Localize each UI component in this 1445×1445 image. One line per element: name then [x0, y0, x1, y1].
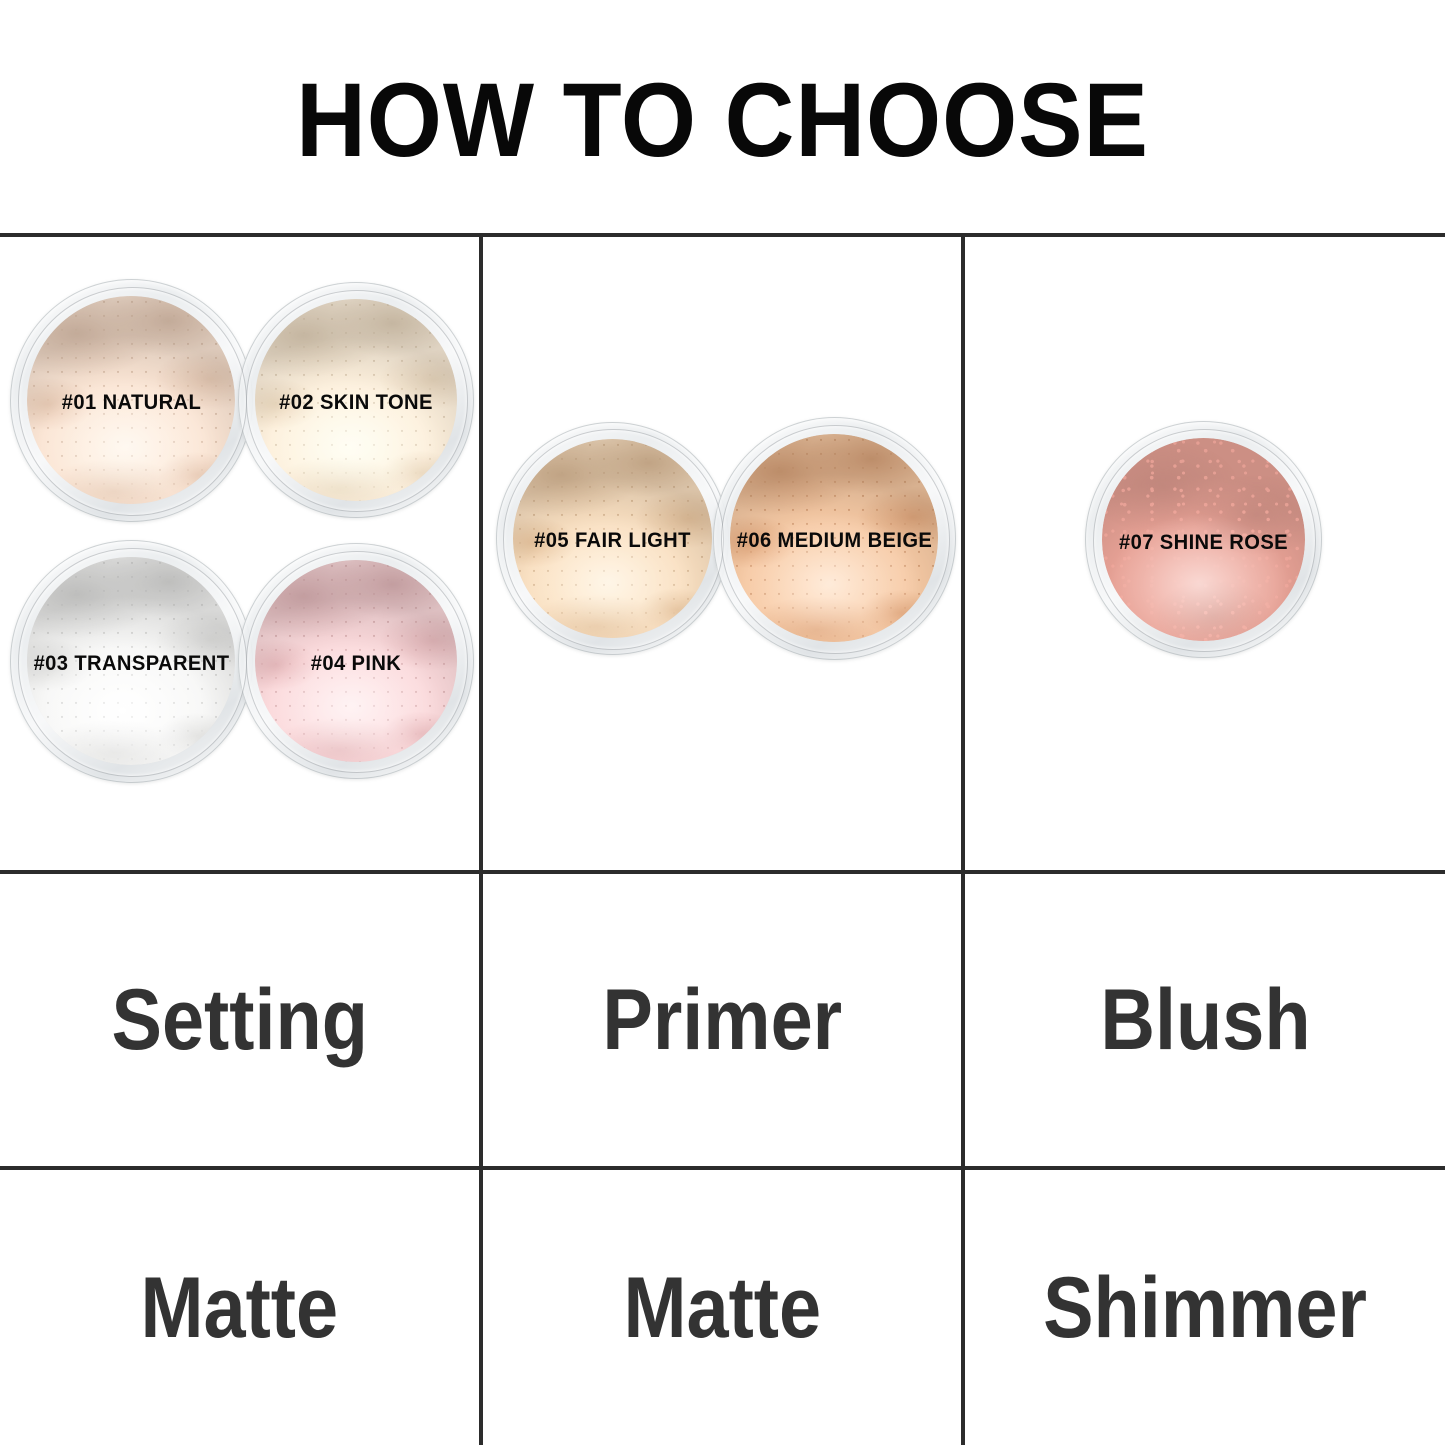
jar-label-05: #05 FAIR LIGHT: [534, 529, 691, 553]
grid-line-vertical-right: [961, 233, 965, 1445]
jar-label-01: #01 NATURAL: [61, 390, 202, 414]
jar-label-02: #02 SKIN TONE: [279, 390, 433, 414]
grid-line-horizontal-middle: [0, 870, 1445, 874]
powder-jar-05-fair-light[interactable]: #05 FAIR LIGHT: [496, 422, 729, 655]
powder-jar-07-shine-rose[interactable]: #07 SHINE ROSE: [1085, 421, 1322, 658]
category-cell-blush: Blush: [965, 874, 1445, 1166]
jar-group-blush: #07 SHINE ROSE: [965, 237, 1445, 870]
finish-cell-blush: Shimmer: [965, 1170, 1445, 1445]
grid-line-vertical-left: [479, 233, 483, 1445]
finish-label-blush: Shimmer: [1043, 1259, 1367, 1356]
category-label-blush: Blush: [1099, 972, 1311, 1068]
grid-line-horizontal-top: [0, 233, 1445, 237]
category-cell-primer: Primer: [483, 874, 961, 1166]
jar-label-07: #07 SHINE ROSE: [1119, 531, 1288, 555]
powder-jar-02-skin-tone[interactable]: #02 SKIN TONE: [238, 282, 474, 518]
category-label-primer: Primer: [602, 972, 842, 1068]
finish-label-setting: Matte: [140, 1259, 339, 1356]
grid-line-horizontal-bottom: [0, 1166, 1445, 1170]
title-band: HOW TO CHOOSE: [0, 0, 1445, 235]
powder-jar-04-pink[interactable]: #04 PINK: [238, 543, 474, 779]
jar-label-06: #06 MEDIUM BEIGE: [736, 528, 933, 552]
jar-group-primer: #05 FAIR LIGHT #06 MEDIUM BEIGE: [483, 237, 961, 870]
finish-cell-primer: Matte: [483, 1170, 961, 1445]
finish-cell-setting: Matte: [0, 1170, 479, 1445]
product-cell-blush: #07 SHINE ROSE: [965, 237, 1445, 870]
jar-label-04: #04 PINK: [310, 651, 402, 675]
product-cell-setting: #01 NATURAL #02 SKIN TONE #03 TRANSPAREN…: [0, 237, 479, 870]
product-cell-primer: #05 FAIR LIGHT #06 MEDIUM BEIGE: [483, 237, 961, 870]
powder-jar-01-natural[interactable]: #01 NATURAL: [10, 279, 253, 522]
finish-label-primer: Matte: [623, 1259, 821, 1356]
jar-label-03: #03 TRANSPARENT: [33, 651, 230, 675]
category-cell-setting: Setting: [0, 874, 479, 1166]
page-title: HOW TO CHOOSE: [296, 62, 1149, 179]
jar-group-setting: #01 NATURAL #02 SKIN TONE #03 TRANSPAREN…: [0, 237, 479, 870]
category-label-setting: Setting: [111, 972, 368, 1068]
powder-jar-03-transparent[interactable]: #03 TRANSPARENT: [10, 540, 253, 783]
powder-jar-06-medium-beige[interactable]: #06 MEDIUM BEIGE: [713, 417, 956, 660]
